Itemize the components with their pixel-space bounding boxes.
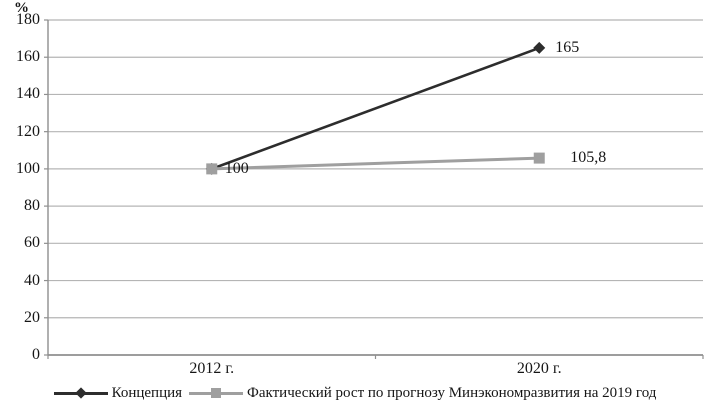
y-tick-label: 80 [24, 197, 40, 215]
data-point-label: 105,8 [570, 149, 607, 167]
y-tick-label: 180 [16, 11, 40, 28]
legend-item-1: Фактический рост по прогнозу Минэкономра… [189, 385, 656, 402]
x-axis-label: 2012 г. [189, 360, 235, 377]
data-point-marker-diamond [533, 41, 546, 54]
data-point-marker-square [206, 163, 218, 175]
legend-item-0: Концепция [53, 384, 183, 402]
y-tick-label: 160 [16, 48, 40, 66]
y-axis-title: % [14, 0, 30, 16]
x-axis-label: 2020 г. [516, 360, 562, 377]
legend-sample [189, 387, 244, 400]
data-point-label: 100 [224, 159, 249, 177]
legend-series-name: Фактический рост по прогнозу Минэкономра… [247, 384, 657, 401]
legend-marker-square-icon [211, 388, 222, 398]
y-tick-label: 20 [24, 308, 40, 326]
y-tick-label: 60 [24, 234, 40, 252]
y-tick-label: 120 [16, 122, 40, 140]
legend: Концепция Фактический рост по прогнозу Ми… [0, 381, 710, 405]
data-point-label: 165 [555, 38, 580, 56]
data-point-marker-square [533, 152, 545, 164]
legend-marker-diamond-icon [74, 387, 87, 399]
series-line-1 [211, 156, 540, 171]
y-tick-label: 40 [24, 271, 40, 289]
series-line-0 [211, 46, 540, 171]
legend-sample [53, 387, 108, 400]
legend-series-name: Концепция [111, 384, 183, 401]
y-tick-label: 140 [16, 85, 40, 103]
y-tick-label: 100 [16, 159, 40, 177]
y-tick-label: 0 [32, 346, 40, 363]
